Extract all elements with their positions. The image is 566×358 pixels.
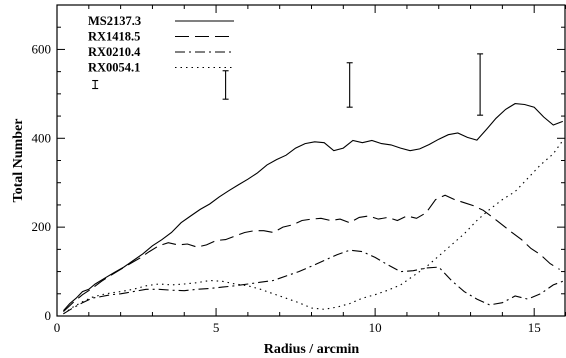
y-tick-label: 0 [45, 308, 52, 323]
legend-item: RX0054.1 [88, 61, 234, 75]
y-tick-label: 200 [32, 219, 52, 234]
series-line-rx1418-5 [63, 194, 560, 313]
legend-item: MS2137.3 [88, 14, 234, 28]
x-tick-label: 10 [369, 320, 382, 335]
error-bar [222, 70, 229, 100]
legend-label: RX0210.4 [88, 45, 141, 59]
x-tick-label: 15 [528, 320, 541, 335]
x-tick-label: 5 [213, 320, 220, 335]
error-bar [346, 62, 353, 108]
x-tick-label: 0 [54, 320, 61, 335]
legend-label: RX1418.5 [88, 30, 140, 44]
y-tick-label: 600 [32, 41, 52, 56]
series-lines [62, 103, 564, 315]
series-line-rx0210-4 [63, 249, 563, 315]
axis-tick-labels: 0 5 10 15 0 200 400 600 [32, 41, 541, 335]
series-line-ms2137-3 [62, 103, 563, 312]
error-bar [477, 53, 484, 116]
series-line-rx0054-1 [63, 140, 564, 315]
legend-item: RX0210.4 [88, 45, 234, 59]
legend-item: RX1418.5 [88, 30, 234, 44]
axis-ticks [56, 4, 566, 317]
x-axis-label: Radius / arcmin [264, 342, 360, 357]
error-bars [92, 53, 484, 116]
y-tick-label: 400 [32, 130, 52, 145]
legend-label: RX0054.1 [88, 61, 140, 75]
legend-label: MS2137.3 [88, 14, 141, 28]
error-bar [92, 79, 99, 90]
y-axis-label: Total Number [11, 119, 26, 203]
